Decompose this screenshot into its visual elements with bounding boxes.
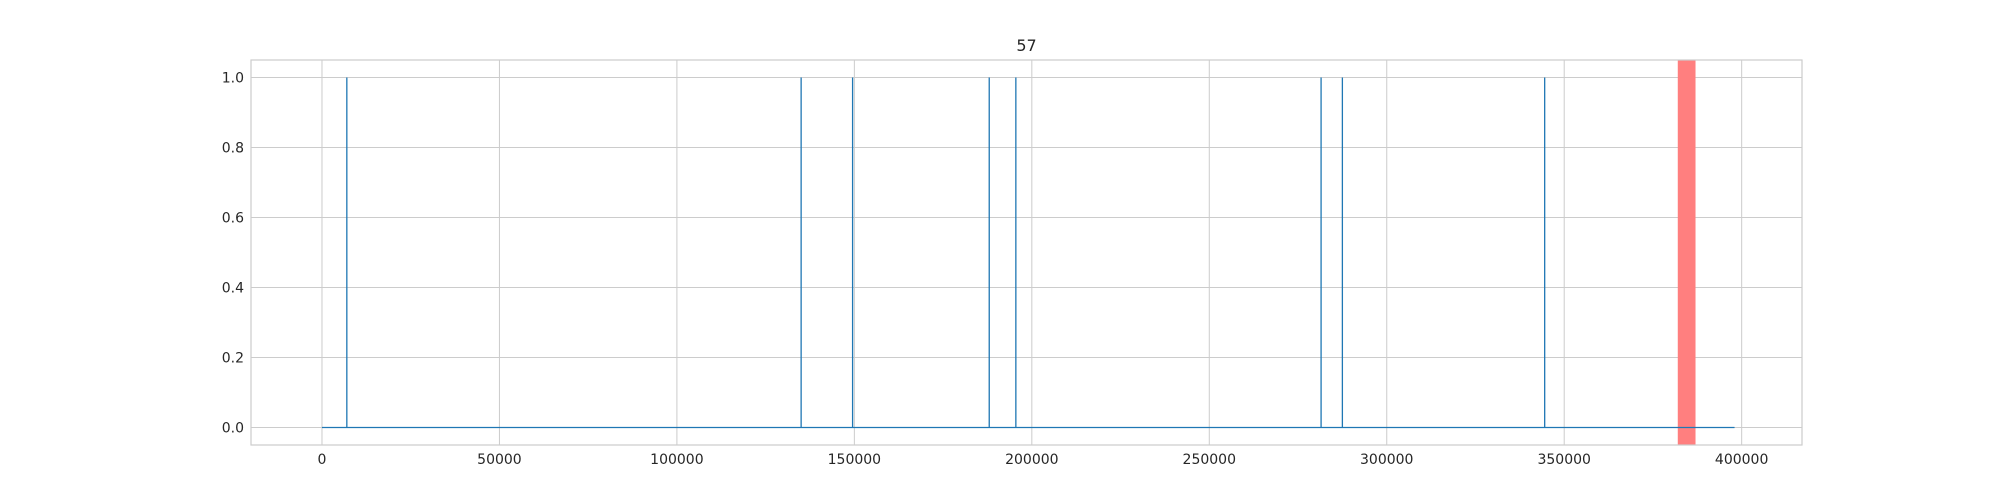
y-tick-label: 1.0 [222, 71, 244, 87]
chart-title: 57 [1016, 36, 1036, 55]
x-tick-label: 50000 [477, 452, 522, 468]
y-tick-label: 0.8 [222, 141, 244, 157]
x-tick-label: 100000 [650, 452, 703, 468]
y-tick-label: 0.6 [222, 211, 244, 227]
x-axis-ticks: 0 50000 100000 150000 200000 250000 300000 3500… [318, 452, 1769, 468]
grid [251, 60, 1802, 445]
x-tick-label: 400000 [1715, 452, 1768, 468]
x-tick-label: 350000 [1537, 452, 1590, 468]
x-tick-label: 0 [318, 452, 327, 468]
y-tick-label: 0.4 [222, 281, 244, 297]
plot-frame [250, 59, 1803, 446]
highlight-band-layer [1677, 60, 1696, 445]
highlight-band [1677, 60, 1696, 445]
y-tick-label: 0.0 [222, 421, 244, 437]
x-tick-label: 200000 [1005, 452, 1058, 468]
y-tick-label: 0.2 [222, 351, 244, 367]
plot-border [250, 59, 1803, 446]
series-layer [321, 77, 1735, 429]
x-tick-label: 150000 [828, 452, 881, 468]
y-axis-ticks: 0.0 0.2 0.4 0.6 0.8 1.0 [222, 71, 244, 437]
series-line [321, 77, 1735, 429]
x-tick-label: 300000 [1360, 452, 1413, 468]
x-tick-label: 250000 [1183, 452, 1236, 468]
